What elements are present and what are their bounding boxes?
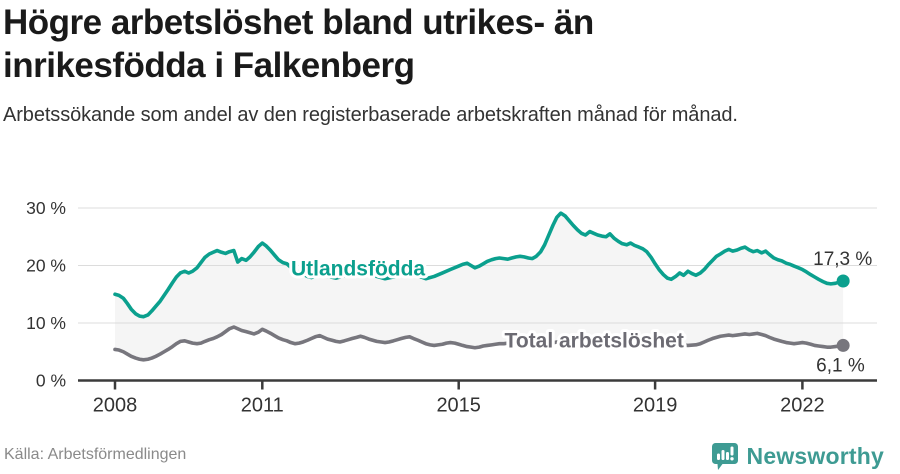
y-tick-label: 10 % [26, 313, 66, 333]
speech-bubble-shape [711, 443, 738, 470]
series-label-utlandsfodda: Utlandsfödda [291, 257, 425, 280]
x-tick-label: 2022 [780, 395, 825, 417]
end-value-label-total: 6,1 % [816, 355, 865, 376]
x-tick-label: 2015 [436, 395, 481, 417]
y-tick-label: 0 % [36, 371, 66, 391]
page-title: Högre arbetslöshet bland utrikes- än inr… [3, 3, 594, 85]
bar-tall [721, 450, 725, 460]
x-tick-label: 2008 [93, 395, 138, 417]
series-label-total: Total arbetslöshet [505, 329, 684, 352]
source-note: Källa: Arbetsförmedlingen [4, 446, 187, 463]
newsworthy-logo-link[interactable]: Newsworthy [711, 442, 884, 471]
newsworthy-wordmark: Newsworthy [746, 443, 884, 469]
x-tick-label: 2019 [633, 395, 678, 417]
exclamation-bar [730, 446, 734, 456]
chart-subtitle: Arbetssökande som andel av den registerb… [3, 104, 738, 126]
end-value-label-utlandsfodda: 17,3 % [813, 249, 872, 270]
y-tick-label: 30 % [26, 198, 66, 218]
end-dot-utlandsfodda [836, 274, 850, 288]
bar-small [716, 453, 720, 460]
series-line-total [113, 325, 845, 362]
line-chart: 2008 2011 2015 2019 2022 0 % 10 % 20 % 30 % Utlan… [0, 170, 900, 420]
area-between-lines [115, 213, 844, 360]
y-tick-label: 20 % [26, 256, 66, 276]
series-line-utlandsfodda [113, 211, 845, 319]
x-tick-label: 2011 [241, 395, 284, 417]
bar-medium [725, 452, 729, 460]
exclamation-dot [729, 457, 734, 461]
end-dot-total [836, 338, 850, 352]
chart-svg: 2008 2011 2015 2019 2022 0 % 10 % 20 % 30 % Utlan… [26, 198, 877, 417]
newsworthy-icon [711, 442, 739, 471]
